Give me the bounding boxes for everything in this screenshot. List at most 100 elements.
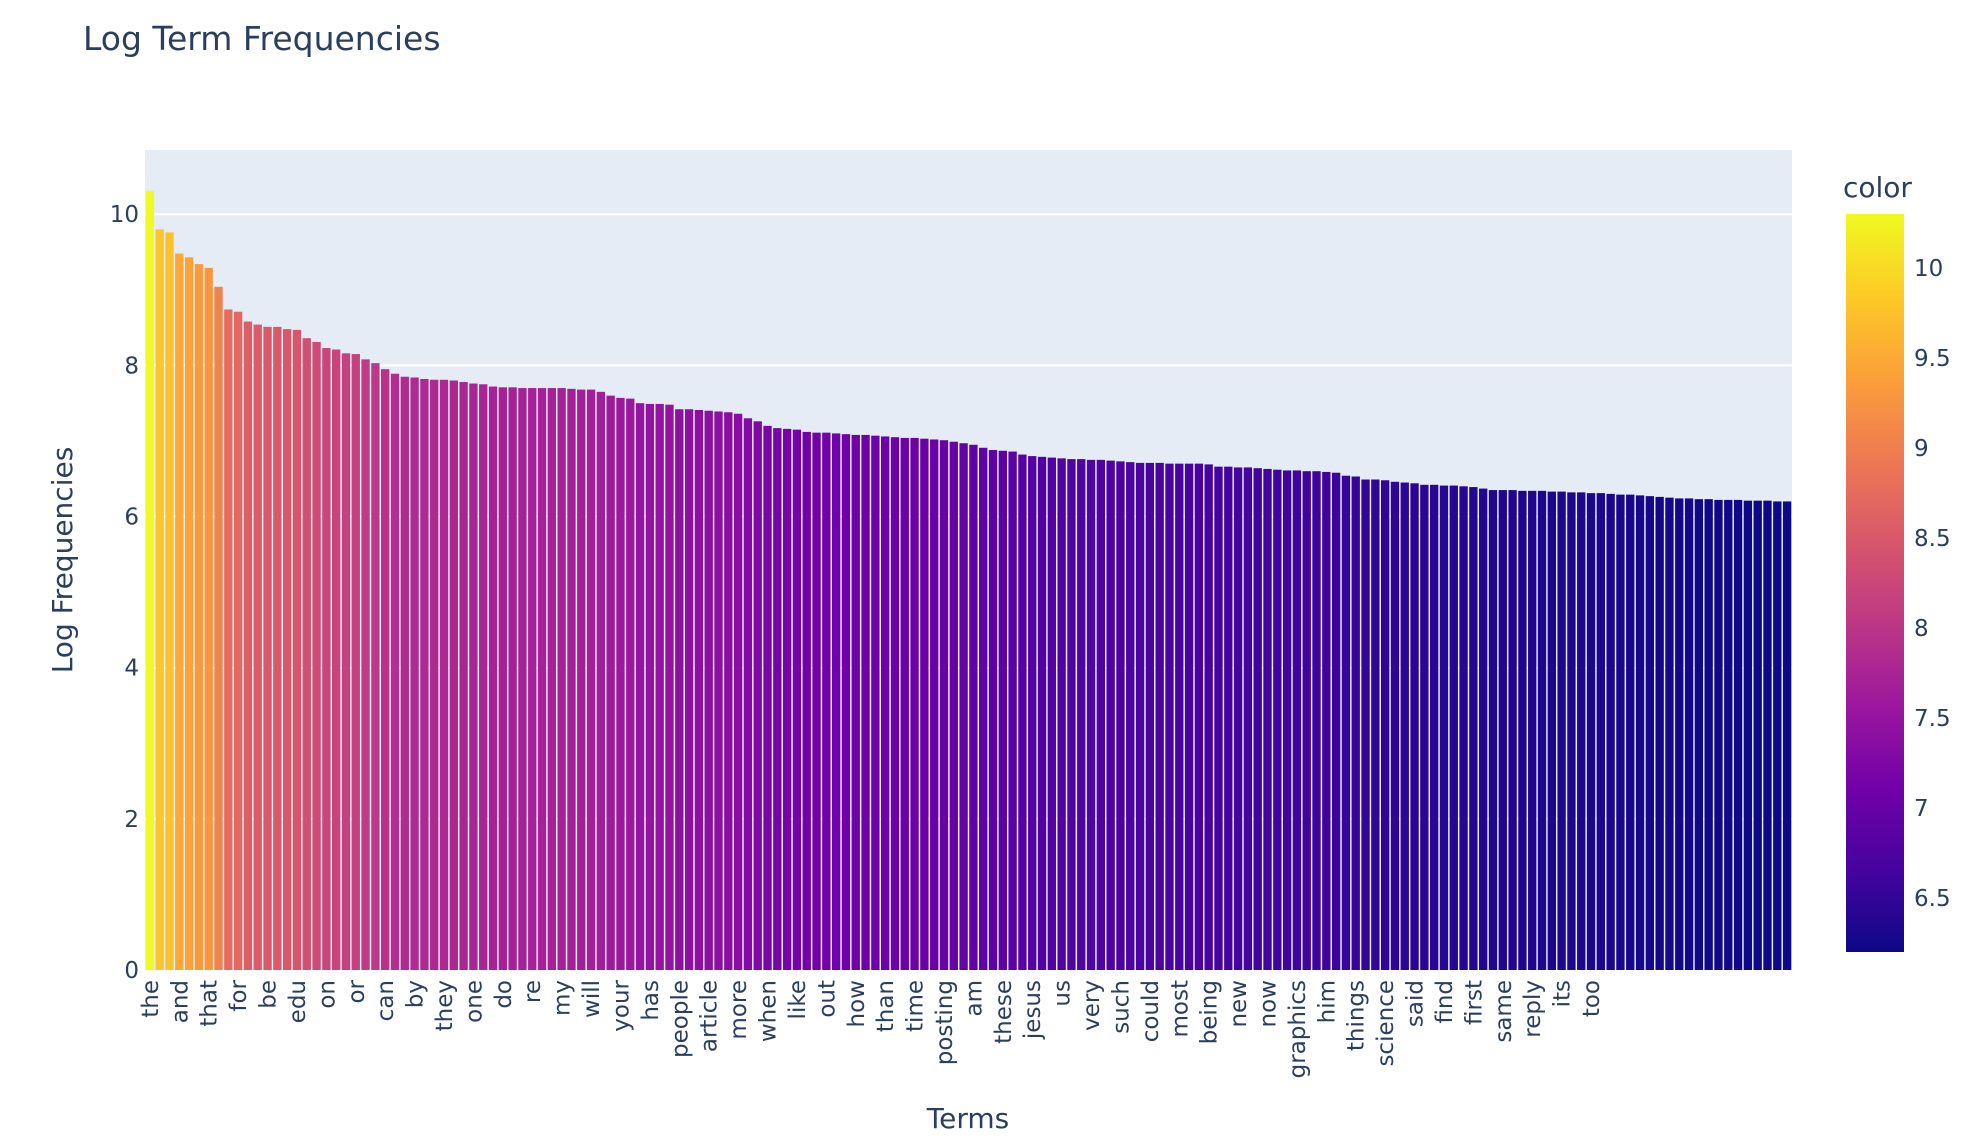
bar[interactable] xyxy=(1684,498,1694,970)
bar[interactable] xyxy=(1528,490,1537,970)
bar[interactable] xyxy=(586,389,596,971)
bar[interactable] xyxy=(381,369,390,970)
bar[interactable] xyxy=(1312,471,1321,970)
bar[interactable] xyxy=(488,386,498,970)
bar[interactable] xyxy=(459,382,468,970)
bar[interactable] xyxy=(773,428,782,970)
bar[interactable] xyxy=(1204,464,1213,970)
bar[interactable] xyxy=(1322,471,1331,970)
bar[interactable] xyxy=(1675,498,1684,970)
bar[interactable] xyxy=(1714,499,1723,970)
bar[interactable] xyxy=(1341,475,1351,970)
bar[interactable] xyxy=(1184,463,1194,970)
bar[interactable] xyxy=(1782,501,1792,970)
bar[interactable] xyxy=(1194,463,1204,970)
bar[interactable] xyxy=(763,425,772,971)
bar[interactable] xyxy=(1282,470,1292,970)
bar[interactable] xyxy=(812,432,821,970)
bar[interactable] xyxy=(1596,493,1605,970)
bar[interactable] xyxy=(684,409,694,971)
bar[interactable] xyxy=(302,338,311,970)
bar[interactable] xyxy=(851,434,860,970)
bar[interactable] xyxy=(733,413,743,970)
bar[interactable] xyxy=(371,363,380,970)
bar[interactable] xyxy=(822,432,831,970)
bar[interactable] xyxy=(753,421,762,970)
bar[interactable] xyxy=(606,395,615,970)
bar[interactable] xyxy=(1155,462,1164,970)
bar[interactable] xyxy=(1175,463,1184,970)
bar[interactable] xyxy=(1547,491,1556,970)
bar[interactable] xyxy=(1420,484,1429,970)
bar[interactable] xyxy=(518,388,527,970)
bar[interactable] xyxy=(714,411,723,970)
bar[interactable] xyxy=(743,418,753,970)
bar[interactable] xyxy=(390,373,400,971)
bar[interactable] xyxy=(204,267,213,970)
bar[interactable] xyxy=(292,329,302,970)
bar[interactable] xyxy=(704,410,713,970)
bar[interactable] xyxy=(635,403,645,970)
bar[interactable] xyxy=(1224,466,1233,970)
bar[interactable] xyxy=(1635,495,1645,970)
bar[interactable] xyxy=(871,435,880,970)
bar[interactable] xyxy=(1537,490,1547,970)
bar[interactable] xyxy=(724,412,733,970)
bar[interactable] xyxy=(616,397,625,970)
bar[interactable] xyxy=(1439,485,1449,970)
bar[interactable] xyxy=(861,434,870,970)
bar[interactable] xyxy=(479,384,488,970)
bar[interactable] xyxy=(1577,492,1586,970)
bar[interactable] xyxy=(400,376,409,971)
bar[interactable] xyxy=(498,387,507,970)
bar[interactable] xyxy=(439,379,449,970)
bar[interactable] xyxy=(547,388,557,970)
bar[interactable] xyxy=(1351,476,1360,970)
bar[interactable] xyxy=(1459,486,1468,970)
bar[interactable] xyxy=(1645,496,1655,970)
bar[interactable] xyxy=(273,326,282,971)
bar[interactable] xyxy=(1028,456,1037,971)
bar[interactable] xyxy=(1253,468,1262,970)
bar[interactable] xyxy=(626,398,635,970)
bar[interactable] xyxy=(998,450,1007,970)
bar[interactable] xyxy=(341,353,351,970)
bar[interactable] xyxy=(596,391,606,971)
bar[interactable] xyxy=(1263,468,1272,970)
bar[interactable] xyxy=(361,359,370,971)
bar[interactable] xyxy=(1400,482,1409,970)
bar[interactable] xyxy=(1243,467,1253,970)
bar[interactable] xyxy=(920,438,929,970)
bar[interactable] xyxy=(351,354,360,970)
bar[interactable] xyxy=(430,379,439,970)
bar[interactable] xyxy=(1704,499,1713,970)
bar[interactable] xyxy=(1773,501,1782,970)
bar[interactable] xyxy=(665,404,674,970)
bar[interactable] xyxy=(1145,462,1155,970)
bar[interactable] xyxy=(243,321,253,970)
bar[interactable] xyxy=(1302,471,1311,970)
bar[interactable] xyxy=(1763,500,1772,970)
bar[interactable] xyxy=(557,388,566,970)
bar[interactable] xyxy=(1096,459,1106,970)
bar[interactable] xyxy=(1518,490,1527,970)
bar[interactable] xyxy=(1586,493,1596,970)
bar[interactable] xyxy=(1743,500,1753,970)
bar[interactable] xyxy=(1733,499,1743,970)
bar[interactable] xyxy=(145,190,155,970)
bar[interactable] xyxy=(890,437,900,970)
bar[interactable] xyxy=(1724,499,1733,970)
bar[interactable] xyxy=(1488,490,1498,970)
bar[interactable] xyxy=(1380,480,1390,970)
bar[interactable] xyxy=(988,450,998,970)
bar[interactable] xyxy=(1694,499,1704,970)
bar[interactable] xyxy=(831,433,841,970)
bar[interactable] xyxy=(1067,459,1076,970)
bar[interactable] xyxy=(959,443,968,970)
bar[interactable] xyxy=(900,437,909,970)
bar[interactable] xyxy=(979,447,988,970)
bar[interactable] xyxy=(1665,497,1674,970)
bar[interactable] xyxy=(802,431,811,970)
bar[interactable] xyxy=(155,229,164,971)
bar[interactable] xyxy=(655,403,664,970)
